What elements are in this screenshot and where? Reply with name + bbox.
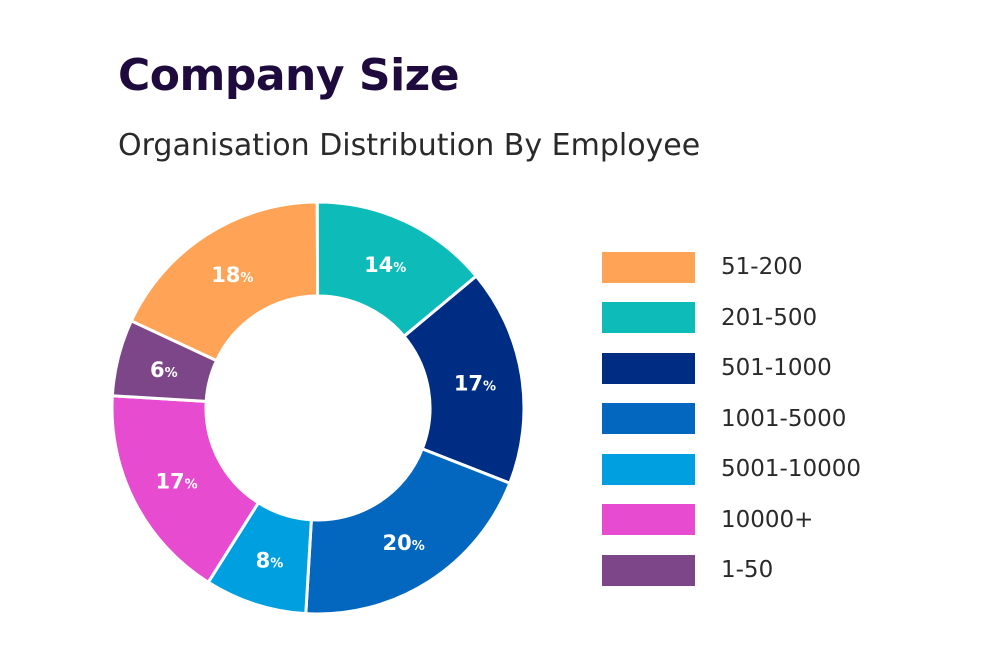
slice-501-1000 — [402, 274, 526, 485]
slice-1-50 — [110, 319, 218, 403]
slice-label-10000-plus: 17% — [155, 470, 197, 494]
legend-swatch — [602, 554, 695, 586]
slice-label-501-1000: 17% — [454, 372, 496, 396]
legend-item-51-200: 51-200 — [602, 242, 861, 293]
legend-swatch — [602, 251, 695, 283]
legend-item-10000-plus: 10000+ — [602, 495, 861, 546]
slice-label-1001-5000: 20% — [383, 531, 425, 555]
chart-title: Company Size — [118, 50, 460, 101]
donut-slices — [110, 200, 526, 616]
legend-item-5001-10000: 5001-10000 — [602, 444, 861, 495]
legend-swatch — [602, 352, 695, 384]
slice-labels: 18% 14% 17% 20% 8% 17% 6% — [150, 253, 496, 572]
slice-10000-plus — [110, 394, 260, 584]
slice-label-1-50: 6% — [150, 358, 178, 382]
legend-label: 5001-10000 — [721, 456, 861, 483]
legend-swatch — [602, 403, 695, 435]
legend-label: 10000+ — [721, 506, 814, 533]
legend-label: 1-50 — [721, 557, 774, 584]
legend-label: 51-200 — [721, 254, 803, 281]
legend-swatch — [602, 302, 695, 334]
legend-label: 1001-5000 — [721, 405, 847, 432]
slice-label-51-200: 18% — [211, 263, 253, 287]
legend-item-201-500: 201-500 — [602, 293, 861, 344]
legend-label: 201-500 — [721, 304, 818, 331]
slice-51-200 — [129, 200, 320, 363]
legend-swatch — [602, 453, 695, 485]
slice-label-5001-10000: 8% — [256, 548, 284, 572]
legend-item-501-1000: 501-1000 — [602, 343, 861, 394]
legend-swatch — [602, 504, 695, 536]
legend: 51-200 201-500 501-1000 1001-5000 5001-10000… — [602, 242, 861, 596]
legend-label: 501-1000 — [721, 355, 832, 382]
legend-item-1-50: 1-50 — [602, 545, 861, 596]
slice-1001-5000 — [304, 447, 512, 616]
chart-subtitle: Organisation Distribution By Employee — [118, 128, 701, 163]
slice-label-201-500: 14% — [364, 253, 406, 277]
legend-item-1001-5000: 1001-5000 — [602, 394, 861, 445]
